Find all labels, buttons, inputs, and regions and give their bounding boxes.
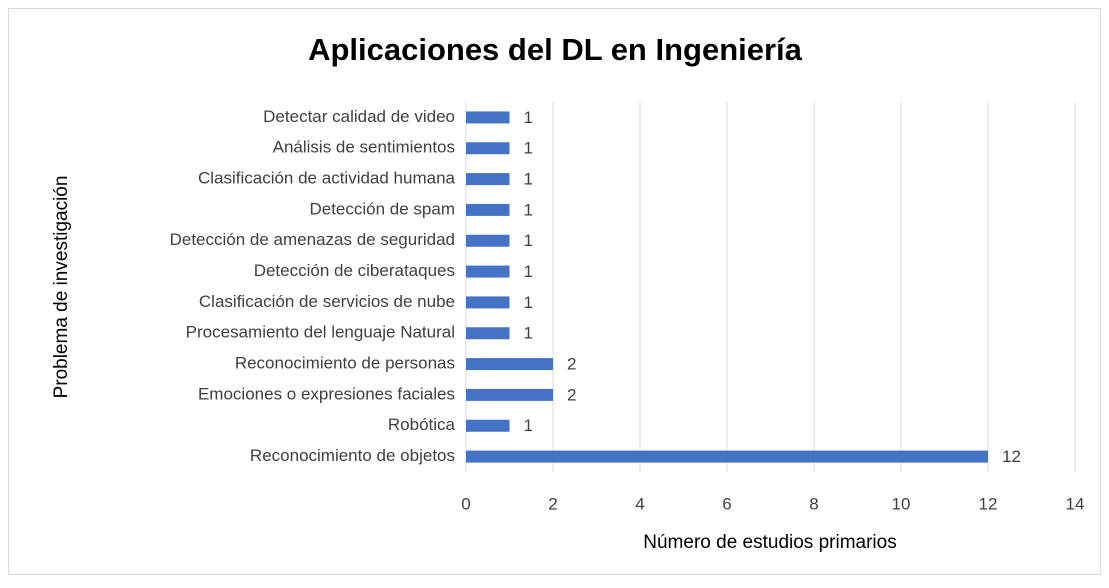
value-label: 1 xyxy=(524,293,533,312)
bar xyxy=(466,388,553,401)
y-tick-label: Emociones o expresiones faciales xyxy=(198,384,455,403)
y-tick-label: Detección de ciberataques xyxy=(254,261,455,280)
x-tick-label: 2 xyxy=(548,494,557,513)
value-label: 1 xyxy=(524,231,533,250)
y-tick-label: Detectar calidad de video xyxy=(263,107,455,126)
bar xyxy=(466,142,510,155)
x-tick-label: 6 xyxy=(722,494,731,513)
chart-title: Aplicaciones del DL en Ingeniería xyxy=(308,32,803,67)
bar xyxy=(466,203,510,216)
bar xyxy=(466,111,510,124)
y-tick-label: Robótica xyxy=(388,415,456,434)
value-label: 1 xyxy=(524,139,533,158)
value-label: 1 xyxy=(524,262,533,281)
y-tick-label: Análisis de sentimientos xyxy=(273,138,455,157)
bar xyxy=(466,450,988,463)
x-axis-title: Número de estudios primarios xyxy=(643,532,896,553)
value-label: 1 xyxy=(524,324,533,343)
bar xyxy=(466,296,510,309)
y-axis-title: Problema de investigación xyxy=(51,176,72,399)
bar xyxy=(466,419,510,432)
x-tick-label: 14 xyxy=(1066,494,1085,513)
value-label: 1 xyxy=(524,170,533,189)
bar xyxy=(466,234,510,247)
value-label: 12 xyxy=(1002,447,1021,466)
x-tick-label: 4 xyxy=(635,494,644,513)
x-tick-label: 8 xyxy=(809,494,818,513)
value-label: 1 xyxy=(524,416,533,435)
y-tick-label: Reconocimiento de personas xyxy=(235,354,455,373)
y-tick-label: Clasificación de actividad humana xyxy=(198,169,456,188)
x-tick-label: 10 xyxy=(892,494,911,513)
y-tick-label: Procesamiento del lenguaje Natural xyxy=(186,323,455,342)
y-tick-label: Reconocimiento de objetos xyxy=(250,446,455,465)
chart-border xyxy=(8,8,1101,575)
y-tick-label: Detección de spam xyxy=(309,199,455,218)
bar xyxy=(466,358,553,371)
x-tick-label: 0 xyxy=(461,494,470,513)
y-tick-label: Clasificación de servicios de nube xyxy=(199,292,455,311)
x-tick-label: 12 xyxy=(979,494,998,513)
value-label: 1 xyxy=(524,200,533,219)
value-label: 1 xyxy=(524,108,533,127)
bar xyxy=(466,265,510,278)
value-label: 2 xyxy=(567,355,576,374)
bar xyxy=(466,173,510,186)
value-label: 2 xyxy=(567,385,576,404)
y-tick-label: Detección de amenazas de seguridad xyxy=(170,230,455,249)
bar xyxy=(466,327,510,340)
